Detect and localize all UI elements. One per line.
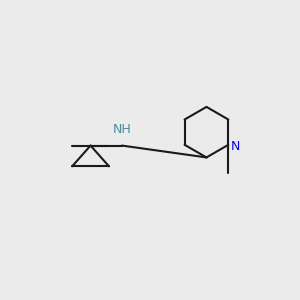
Text: NH: NH	[112, 123, 131, 136]
Text: N: N	[231, 140, 240, 153]
